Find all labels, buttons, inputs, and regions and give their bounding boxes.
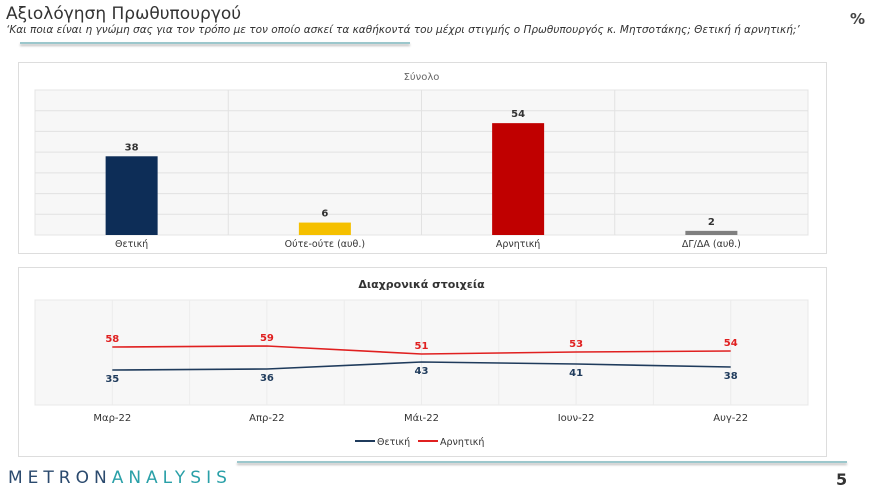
category-label: Θετική — [115, 239, 148, 250]
series-line-Αρνητική — [112, 345, 731, 355]
bar-3 — [685, 230, 738, 235]
footer-line — [237, 461, 847, 463]
data-label: 38 — [724, 371, 738, 382]
page-number: 5 — [836, 470, 848, 489]
page-title: Αξιολόγηση Πρωθυπουργού — [6, 4, 242, 24]
data-label: 43 — [415, 366, 429, 377]
x-tick-label: Απρ-22 — [249, 413, 285, 424]
bar-value-label: 38 — [125, 142, 139, 153]
legend-label: Θετική — [377, 437, 410, 448]
unit-label: % — [850, 10, 866, 28]
x-tick-label: Μάι-22 — [404, 412, 439, 424]
data-label: 54 — [724, 338, 738, 349]
survey-question: ‘Και ποια είναι η γνώμη σας για τον τρόπ… — [6, 24, 800, 36]
category-label: ΔΓ/ΔΑ (αυθ.) — [682, 239, 741, 250]
category-label: Ούτε-ούτε (αυθ.) — [285, 239, 365, 250]
metron-analysis-logo: METRONANALYSIS — [8, 468, 232, 488]
x-tick-label: Μαρ-22 — [93, 413, 131, 424]
data-label: 36 — [260, 373, 274, 384]
category-label: Αρνητική — [496, 239, 540, 250]
bar-value-label: 54 — [511, 109, 525, 120]
legend-label: Αρνητική — [440, 437, 484, 448]
title-underline — [20, 42, 410, 44]
bar-2 — [492, 123, 545, 235]
bar-value-label: 2 — [708, 217, 715, 228]
data-label: 41 — [569, 368, 583, 379]
bar-value-label: 6 — [321, 209, 328, 220]
bar-1 — [298, 222, 351, 235]
data-label: 51 — [415, 341, 429, 352]
bar-0 — [105, 156, 158, 235]
data-label: 58 — [105, 334, 119, 345]
series-line-Θετική — [112, 361, 731, 371]
data-label: 59 — [260, 333, 274, 344]
bar-chart-title: Σύνολο — [404, 71, 440, 83]
x-tick-label: Αυγ-22 — [713, 413, 748, 424]
data-label: 35 — [105, 374, 119, 385]
x-tick-label: Ιουν-22 — [558, 413, 595, 424]
data-label: 53 — [569, 339, 583, 350]
line-chart-title: Διαχρονικά στοιχεία — [358, 278, 485, 291]
